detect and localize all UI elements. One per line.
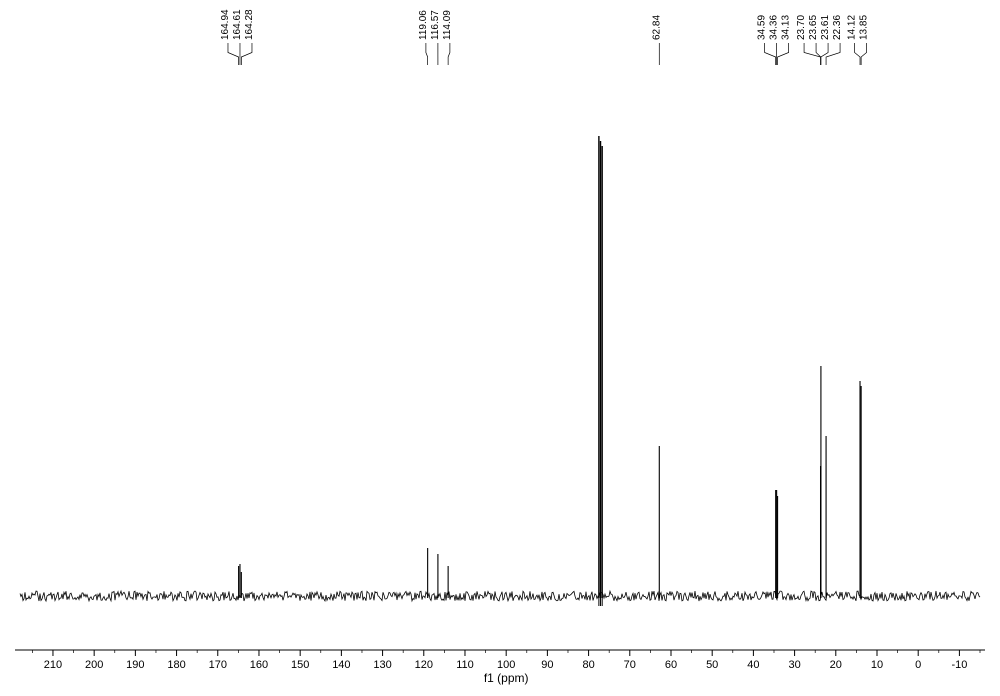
peak-label: 14.12 bbox=[847, 15, 858, 40]
x-tick-label: 10 bbox=[871, 659, 883, 671]
peak-label: 23.65 bbox=[808, 15, 819, 40]
x-tick-label: 120 bbox=[415, 659, 433, 671]
x-tick-label: 0 bbox=[915, 659, 921, 671]
peak-label: 164.61 bbox=[232, 9, 243, 40]
peak-label: 13.85 bbox=[859, 15, 870, 40]
x-tick-label: 170 bbox=[209, 659, 227, 671]
peak-label: 116.57 bbox=[430, 10, 441, 40]
peak-label: 34.59 bbox=[757, 15, 768, 40]
x-tick-label: 140 bbox=[332, 659, 350, 671]
x-tick-label: 210 bbox=[44, 659, 62, 671]
x-tick-label: 200 bbox=[85, 659, 103, 671]
x-tick-label: 30 bbox=[788, 659, 800, 671]
x-tick-label: 70 bbox=[624, 659, 636, 671]
x-tick-label: 60 bbox=[665, 659, 677, 671]
peak-label: 23.61 bbox=[820, 15, 831, 40]
peak-label: 119.06 bbox=[418, 10, 429, 40]
x-tick-label: 100 bbox=[497, 659, 515, 671]
x-axis-label: f1 (ppm) bbox=[484, 671, 529, 685]
x-tick-label: 40 bbox=[747, 659, 759, 671]
x-tick-label: 20 bbox=[830, 659, 842, 671]
x-tick-label: 110 bbox=[456, 659, 474, 671]
x-tick-label: -10 bbox=[951, 659, 967, 671]
x-tick-label: 80 bbox=[582, 659, 594, 671]
peak-label: 34.36 bbox=[769, 15, 780, 40]
peak-label: 23.70 bbox=[796, 15, 807, 40]
peak-label: 34.13 bbox=[781, 15, 792, 40]
peak-label: 164.28 bbox=[244, 9, 255, 40]
nmr-spectrum: 164.94164.61164.28 119.06116.57114.09 62.8… bbox=[0, 0, 1000, 696]
peak-label: 62.84 bbox=[651, 15, 662, 40]
x-tick-label: 150 bbox=[291, 659, 309, 671]
x-tick-label: 90 bbox=[541, 659, 553, 671]
x-tick-label: 180 bbox=[167, 659, 185, 671]
peak-label: 114.09 bbox=[442, 10, 453, 40]
x-tick-label: 130 bbox=[373, 659, 391, 671]
x-tick-label: 50 bbox=[706, 659, 718, 671]
peak-label: 22.36 bbox=[832, 15, 843, 40]
peak-label: 164.94 bbox=[220, 9, 231, 40]
x-tick-label: 190 bbox=[126, 659, 144, 671]
x-tick-label: 160 bbox=[250, 659, 268, 671]
